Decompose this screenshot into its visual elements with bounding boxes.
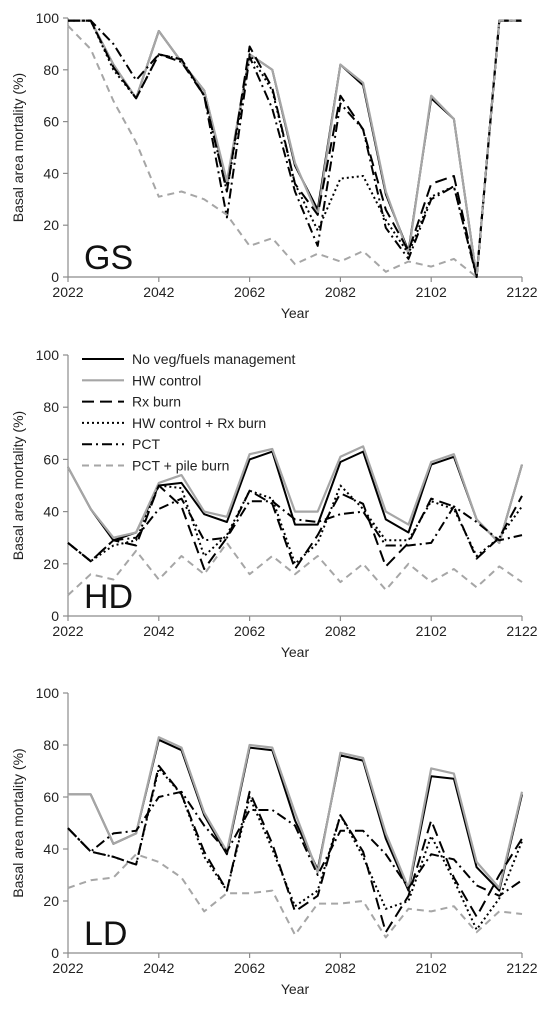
y-tick-label: 40 [43, 165, 59, 181]
x-tick-label: 2102 [416, 960, 447, 976]
x-tick-label: 2082 [325, 623, 356, 639]
y-tick-label: 100 [36, 685, 60, 701]
series-line-rx-burn [68, 19, 522, 278]
legend-label: PCT + pile burn [132, 458, 229, 474]
y-tick-label: 20 [43, 556, 59, 572]
legend-label: No veg/fuels management [132, 351, 296, 367]
y-tick-label: 60 [43, 114, 59, 130]
series-line-hw-control [68, 736, 524, 890]
x-axis-title: Year [281, 981, 310, 997]
legend: No veg/fuels management HW control Rx burn… [82, 351, 296, 474]
series-line-pct-pile-burn [67, 19, 522, 278]
x-tick-label: 2102 [416, 284, 447, 300]
y-tick-label: 0 [51, 608, 59, 624]
series-line-hw-control-rx-burn [68, 19, 522, 278]
series-line-rx-burn [67, 764, 523, 934]
panel-label: HD [84, 578, 133, 616]
y-axis-title: Basal area mortality (%) [10, 73, 26, 222]
chart-panel-hd: 0 20 40 60 80 100 2022 2042 2062 2082 2102 2122 Year… [10, 347, 538, 660]
x-tick-label: 2022 [52, 623, 83, 639]
legend-label: HW control + Rx burn [132, 415, 266, 431]
y-tick-label: 0 [51, 269, 59, 285]
x-tick-label: 2102 [416, 623, 447, 639]
x-tick-label: 2022 [52, 960, 83, 976]
x-tick-label: 2042 [143, 960, 174, 976]
series-line-no-veg-fuels-management [68, 19, 522, 278]
x-tick-label: 2062 [234, 960, 265, 976]
y-tick-label: 60 [43, 451, 59, 467]
series-line-hw-control [67, 445, 524, 545]
x-tick-label: 2082 [325, 284, 356, 300]
y-tick-label: 40 [43, 841, 59, 857]
series-line-hw-control [68, 19, 522, 279]
x-tick-label: 2122 [506, 960, 537, 976]
x-axis-title: Year [281, 644, 310, 660]
panel-label: LD [84, 915, 127, 953]
series-line-rx-burn [67, 484, 523, 570]
x-axis-title: Year [281, 305, 310, 321]
x-tick-label: 2042 [143, 284, 174, 300]
legend-label: Rx burn [132, 394, 181, 410]
y-tick-label: 0 [51, 945, 59, 961]
chart-panel-gs: 0 20 40 60 80 100 2022 2042 2062 2082 2102 2122 Year… [10, 10, 538, 321]
series-line-hw-control-rx-burn [67, 484, 523, 565]
y-tick-label: 20 [43, 893, 59, 909]
y-tick-label: 80 [43, 399, 59, 415]
y-tick-label: 80 [43, 737, 59, 753]
y-tick-label: 100 [36, 10, 60, 26]
y-axis-title: Basal area mortality (%) [10, 748, 26, 897]
legend-label: PCT [132, 436, 160, 452]
series-line-pct [68, 19, 522, 278]
x-tick-label: 2062 [234, 623, 265, 639]
x-tick-label: 2062 [234, 284, 265, 300]
series-line-pct [67, 790, 523, 897]
x-tick-label: 2122 [506, 623, 537, 639]
legend-label: HW control [132, 372, 201, 388]
y-tick-label: 100 [36, 347, 60, 363]
x-tick-label: 2042 [143, 623, 174, 639]
y-tick-label: 20 [43, 217, 59, 233]
y-tick-label: 40 [43, 504, 59, 520]
x-tick-label: 2082 [325, 960, 356, 976]
series-line-pct-pile-burn [67, 541, 523, 596]
chart-panel-ld: 0 20 40 60 80 100 2022 2042 2062 2082 2102 2122 Year… [10, 685, 538, 997]
x-tick-label: 2122 [506, 284, 537, 300]
series-line-hw-control-rx-burn [67, 767, 523, 931]
y-tick-label: 80 [43, 62, 59, 78]
y-tick-label: 60 [43, 789, 59, 805]
y-axis-title: Basal area mortality (%) [10, 411, 26, 560]
panel-label: GS [84, 239, 133, 277]
series-line-pct [67, 497, 523, 563]
x-tick-label: 2022 [52, 284, 83, 300]
series-line-pct-pile-burn [67, 853, 523, 939]
